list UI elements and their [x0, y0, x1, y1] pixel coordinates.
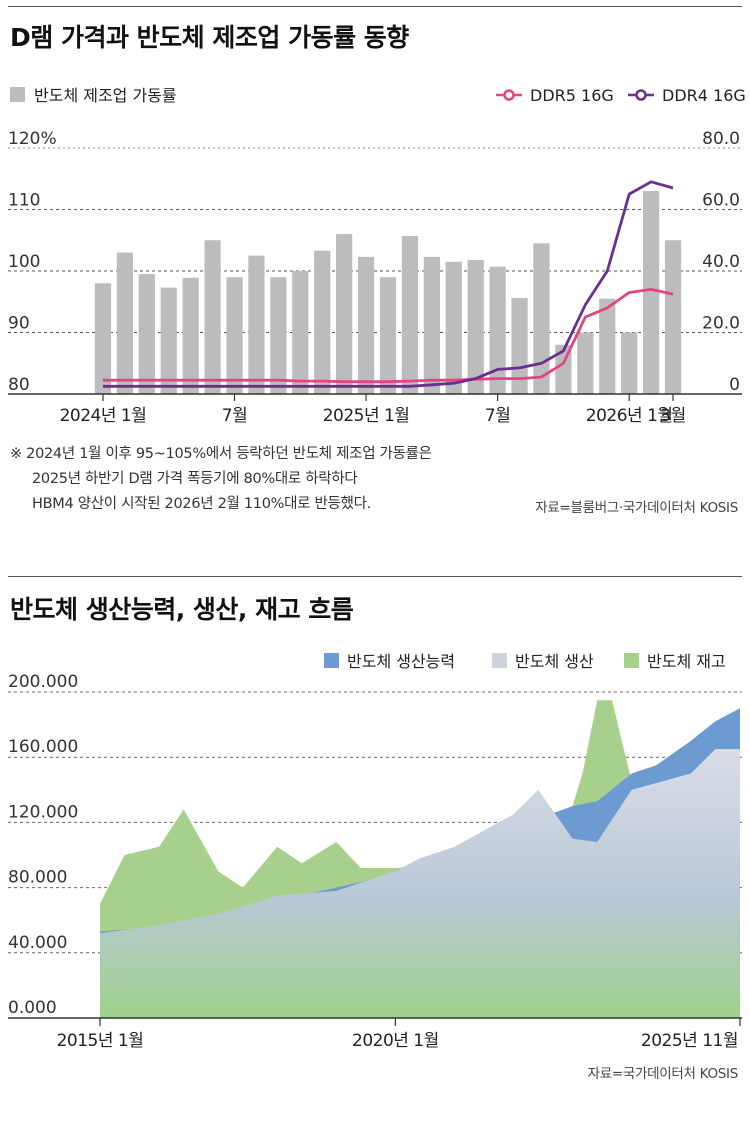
chart2-source: 자료=국가데이터처 KOSIS: [587, 1066, 739, 1082]
x-tick-label: 2025년 11월: [641, 1031, 738, 1051]
y-tick-label: 160.000: [8, 737, 78, 757]
legend-marker-ddr5: [503, 89, 515, 101]
chart1-title: D램 가격과 반도체 제조업 가동률 동향: [10, 23, 409, 52]
left-tick-label: 80: [8, 375, 30, 395]
top-rule: [8, 6, 742, 7]
utilization-bar: [204, 240, 221, 394]
left-tick-label: 90: [8, 314, 30, 334]
utilization-bar: [357, 256, 375, 394]
x-tick-label: 2025년 1월: [323, 406, 410, 426]
x-tick-label: 7월: [485, 406, 510, 426]
legend-label-capacity: 반도체 생산능력: [347, 652, 455, 671]
chart1-note-line-1: ※ 2024년 1월 이후 95~105%에서 등락하던 반도체 제조업 가동률…: [10, 446, 432, 462]
chart1-note-line-2: 2025년 하반기 D램 가격 폭등기에 80%대로 하락하다: [32, 471, 358, 487]
utilization-bar: [94, 283, 112, 394]
utilization-bar: [226, 277, 243, 394]
ddr5-line: [103, 288, 674, 384]
x-tick-label: 2015년 1월: [57, 1031, 144, 1051]
utilization-bar: [138, 274, 155, 394]
y-tick-label: 80.000: [8, 868, 67, 888]
utilization-bar: [577, 332, 594, 394]
chart2-title: 반도체 생산능력, 생산, 재고 흐름: [10, 595, 354, 624]
utilization-bar: [467, 259, 484, 394]
y-tick-label: 120.000: [8, 802, 78, 822]
right-tick-label: 40.0: [702, 252, 740, 272]
utilization-bar: [270, 277, 287, 394]
chart1-dram-utilization: 반도체 제조업 가동률 DDR5 16G DDR4 16G 120% 110 100 90 8…: [8, 86, 746, 426]
utilization-bar: [489, 266, 506, 394]
right-tick-label: 60.0: [702, 191, 740, 211]
ddr4-line: [103, 180, 674, 388]
utilization-bar: [401, 235, 419, 394]
legend-label-utilization: 반도체 제조업 가동률: [34, 86, 177, 105]
legend-swatch-capacity: [324, 653, 339, 668]
utilization-bar: [160, 287, 177, 394]
utilization-bar: [292, 271, 309, 394]
utilization-bar: [248, 255, 265, 394]
utilization-bar: [621, 332, 638, 394]
utilization-bar: [445, 261, 462, 394]
middle-rule: [8, 576, 742, 577]
utilization-bar: [314, 250, 331, 394]
utilization-bar: [379, 277, 397, 394]
legend-label-production: 반도체 생산: [515, 652, 594, 671]
utilization-bar: [336, 234, 353, 394]
x-tick-label: 7월: [222, 406, 247, 426]
legend-swatch-inventory: [624, 653, 639, 668]
utilization-bar: [182, 277, 199, 394]
left-tick-label: 110: [8, 191, 40, 211]
legend-label-ddr5: DDR5 16G: [530, 86, 614, 105]
utilization-bar: [116, 252, 134, 394]
x-tick-label: 3월: [660, 406, 685, 426]
chart1-note-line-3: HBM4 양산이 시작된 2026년 2월 110%대로 반등했다.: [32, 496, 371, 512]
legend-swatch-production: [492, 653, 507, 668]
utilization-bar: [423, 256, 440, 394]
left-tick-label: 120%: [8, 129, 57, 149]
legend-swatch-utilization: [10, 87, 25, 102]
y-tick-label: 0.000: [8, 998, 57, 1018]
right-tick-label: 0: [729, 375, 740, 395]
right-tick-label: 20.0: [702, 314, 740, 334]
x-tick-label: 2024년 1월: [60, 406, 147, 426]
y-tick-label: 40.000: [8, 933, 67, 953]
right-tick-label: 80.0: [702, 129, 740, 149]
legend-marker-ddr4: [635, 89, 647, 101]
utilization-bar: [511, 298, 528, 394]
utilization-bar: [642, 191, 660, 394]
legend-label-ddr4: DDR4 16G: [662, 86, 746, 105]
left-tick-label: 100: [8, 252, 40, 272]
x-tick-label: 2026년 1월: [586, 406, 673, 426]
chart1-source: 자료=블룸버그·국가데이터처 KOSIS: [535, 500, 738, 516]
utilization-bar: [664, 240, 682, 394]
utilization-bar: [599, 298, 616, 394]
legend-label-inventory: 반도체 재고: [647, 652, 726, 671]
y-tick-label: 200.000: [8, 672, 78, 692]
utilization-bar: [533, 243, 550, 394]
x-tick-label: 2020년 1월: [352, 1031, 439, 1051]
production-area: [100, 749, 740, 1018]
chart2-capacity-production-inventory: 반도체 생산능력 반도체 생산 반도체 재고 200.000 160.000 120.00…: [8, 652, 742, 1051]
